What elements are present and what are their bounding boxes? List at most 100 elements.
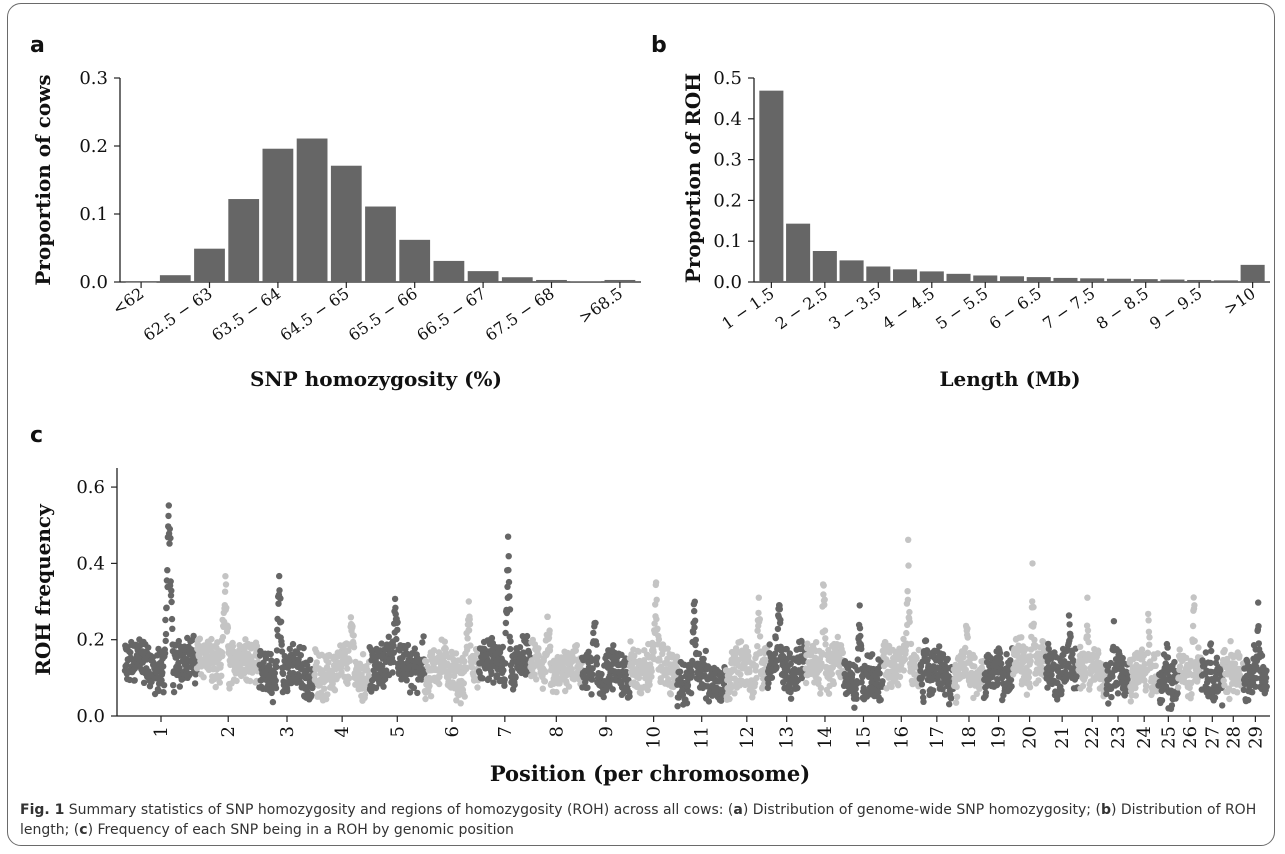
x-tick-label: 6 − 6.5 bbox=[986, 284, 1045, 334]
data-point bbox=[523, 632, 531, 640]
chromosome-label: 12 bbox=[737, 726, 758, 749]
chromosome-29-points bbox=[1240, 599, 1270, 705]
data-point bbox=[509, 668, 516, 675]
data-point bbox=[446, 672, 453, 680]
data-point bbox=[610, 642, 617, 649]
data-point bbox=[1202, 649, 1210, 656]
chart-panel-c: 0.00.20.40.6 1 2 3 4 5 6 7 8 9 10 11 12 13 14 15 16 17 18… bbox=[31, 468, 1270, 786]
data-point bbox=[915, 646, 922, 654]
data-point bbox=[774, 625, 782, 633]
chromosome-label: 9 bbox=[596, 726, 617, 737]
chromosome-17-points bbox=[916, 637, 957, 708]
data-point bbox=[468, 664, 476, 671]
bar bbox=[330, 165, 362, 282]
data-point bbox=[768, 674, 776, 681]
caption-text-4: ) Frequency of each SNP being in a ROH b… bbox=[87, 822, 514, 838]
data-point bbox=[381, 676, 389, 683]
data-point bbox=[598, 670, 605, 678]
data-point bbox=[1168, 702, 1176, 709]
data-point bbox=[1176, 646, 1183, 653]
y-tick-label: 0.2 bbox=[76, 630, 105, 651]
data-point bbox=[653, 596, 660, 603]
data-point bbox=[821, 601, 828, 608]
data-point bbox=[347, 614, 355, 621]
bar bbox=[604, 279, 636, 282]
data-point bbox=[500, 667, 507, 674]
data-point bbox=[1048, 666, 1056, 673]
bar bbox=[433, 260, 465, 282]
data-point bbox=[466, 621, 474, 628]
data-point bbox=[501, 676, 508, 683]
chromosome-label: 25 bbox=[1158, 726, 1179, 749]
data-point bbox=[568, 665, 575, 673]
data-point bbox=[930, 687, 937, 694]
data-point bbox=[820, 591, 827, 598]
data-point bbox=[219, 652, 226, 660]
data-point bbox=[313, 659, 320, 666]
data-point bbox=[539, 685, 546, 692]
chromosome-label: 2 bbox=[218, 726, 239, 737]
data-point bbox=[900, 667, 907, 674]
data-point bbox=[945, 673, 952, 680]
caption-text-1: Summary statistics of SNP homozygosity a… bbox=[64, 802, 734, 818]
data-point bbox=[830, 680, 837, 687]
data-point bbox=[385, 633, 392, 640]
panel-b-bars bbox=[759, 90, 1265, 282]
data-point bbox=[1188, 691, 1195, 698]
data-point bbox=[655, 636, 663, 643]
bar bbox=[919, 271, 944, 282]
data-point bbox=[273, 663, 280, 671]
data-point bbox=[176, 683, 183, 690]
x-tick-label: >10 bbox=[1220, 284, 1259, 319]
y-tick-label: 0.4 bbox=[76, 553, 105, 574]
chromosome-13-points bbox=[764, 602, 809, 702]
data-point bbox=[869, 651, 876, 658]
data-point bbox=[1066, 621, 1073, 628]
data-point bbox=[635, 648, 642, 655]
data-point bbox=[589, 665, 596, 672]
bar bbox=[501, 277, 533, 282]
data-point bbox=[461, 658, 468, 665]
data-point bbox=[502, 629, 509, 637]
data-point bbox=[875, 689, 882, 696]
data-point bbox=[584, 684, 591, 691]
data-point bbox=[267, 650, 274, 658]
data-point bbox=[731, 690, 738, 697]
data-point bbox=[1079, 682, 1087, 690]
chromosome-label: 8 bbox=[546, 726, 567, 737]
data-point bbox=[679, 691, 687, 698]
data-point bbox=[1226, 695, 1233, 703]
data-point bbox=[858, 679, 865, 686]
data-point bbox=[1045, 645, 1053, 653]
data-point bbox=[1027, 658, 1034, 665]
data-point bbox=[1023, 691, 1031, 698]
data-point bbox=[516, 644, 524, 651]
data-point bbox=[1105, 700, 1112, 707]
data-point bbox=[131, 677, 138, 684]
chromosome-15-points bbox=[840, 602, 886, 711]
data-point bbox=[418, 676, 425, 683]
data-point bbox=[1187, 657, 1195, 665]
data-point bbox=[904, 596, 912, 603]
data-point bbox=[461, 693, 468, 700]
data-point bbox=[278, 648, 286, 655]
data-point bbox=[687, 690, 695, 697]
data-point bbox=[1262, 674, 1270, 682]
y-tick-label: 0.4 bbox=[713, 109, 742, 130]
chromosome-18-points bbox=[950, 622, 987, 706]
data-point bbox=[507, 638, 514, 645]
x-tick-label: >68.5 bbox=[575, 284, 626, 328]
data-point bbox=[637, 690, 645, 697]
y-tick-label: 0.5 bbox=[713, 68, 742, 89]
data-point bbox=[786, 650, 793, 657]
data-point bbox=[920, 698, 927, 705]
data-point bbox=[168, 598, 175, 606]
data-point bbox=[600, 693, 607, 701]
data-point bbox=[324, 691, 331, 698]
data-point bbox=[1067, 633, 1074, 640]
data-point bbox=[683, 700, 691, 707]
data-point bbox=[593, 661, 600, 668]
data-point bbox=[896, 673, 904, 680]
data-point bbox=[922, 637, 930, 644]
data-point bbox=[430, 647, 438, 654]
